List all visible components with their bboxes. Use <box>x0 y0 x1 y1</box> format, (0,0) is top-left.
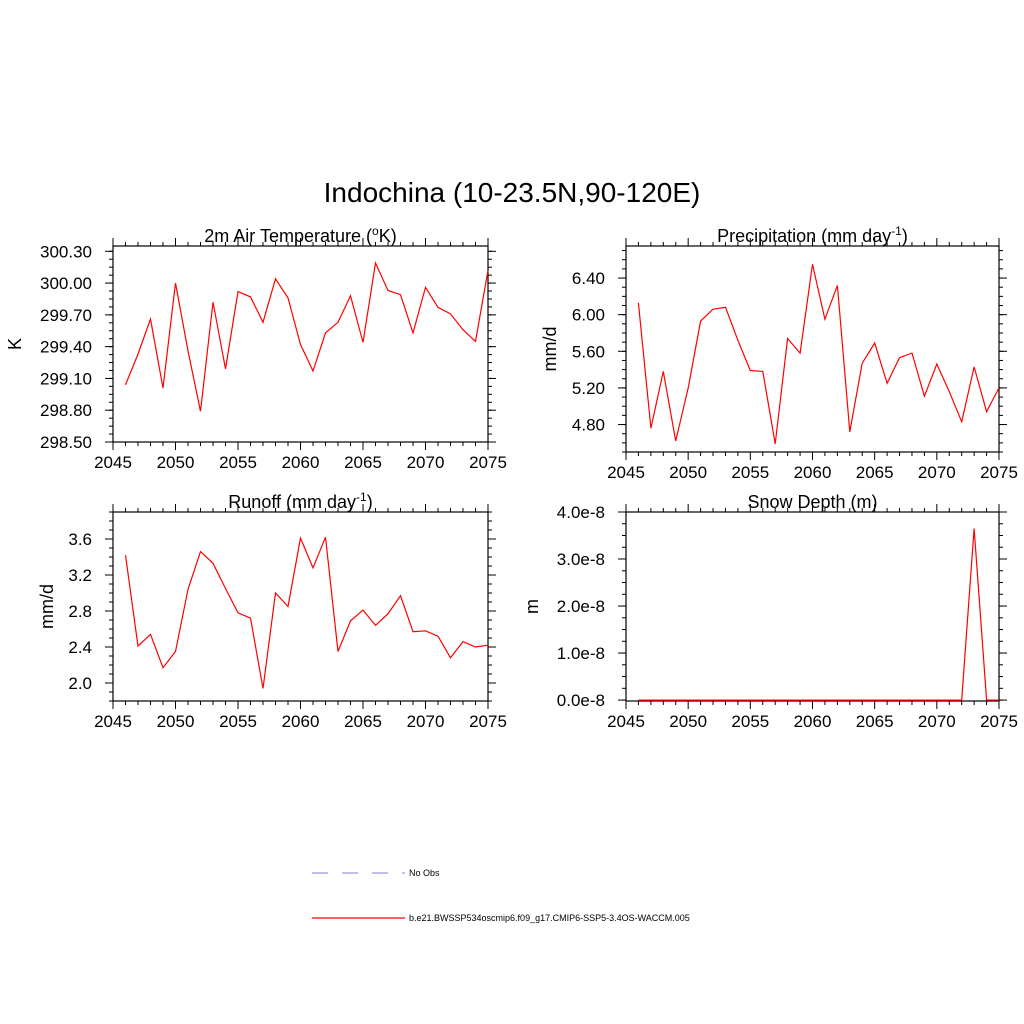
panel-title-superscript: -1 <box>356 490 367 504</box>
y-tick-label: 300.00 <box>40 274 92 293</box>
x-tick-label: 2045 <box>94 712 132 731</box>
y-tick-label: 2.4 <box>68 638 92 657</box>
y-tick-label: 6.00 <box>572 306 605 325</box>
series-line-1 <box>638 528 999 701</box>
legend-label-2: b.e21.BWSSP534oscmip6.f09_g17.CMIP6-SSP5… <box>409 913 690 923</box>
x-tick-label: 2045 <box>94 453 132 472</box>
y-axis-label: m <box>522 599 542 614</box>
panel-title: Precipitation (mm day-1) <box>717 224 908 246</box>
y-tick-label: 5.20 <box>572 379 605 398</box>
x-tick-label: 2060 <box>794 712 832 731</box>
x-tick-label: 2075 <box>469 453 507 472</box>
x-tick-label: 2075 <box>980 463 1018 482</box>
chart-panel-2: Precipitation (mm day-1) mm/d 2045 2050 2055… <box>540 224 1018 482</box>
panel-title-superscript: o <box>372 224 379 238</box>
x-tick-label: 2055 <box>731 712 769 731</box>
panel-title-tail: ) <box>902 226 908 246</box>
y-tick-label: 6.40 <box>572 269 605 288</box>
panel-title-superscript: -1 <box>891 224 902 238</box>
y-axis-label: mm/d <box>540 327 560 372</box>
y-tick-label: 300.30 <box>40 242 92 261</box>
x-tick-label: 2050 <box>669 463 707 482</box>
y-tick-label: 5.60 <box>572 342 605 361</box>
x-tick-label: 2055 <box>219 712 257 731</box>
y-tick-label: 2.8 <box>68 602 92 621</box>
x-tick-label: 2075 <box>980 712 1018 731</box>
chart-panel-3: Runoff (mm day-1) mm/d 2045 2050 2055 2060 206… <box>37 490 507 731</box>
series-line-1 <box>124 260 489 412</box>
panel-title-text: Runoff (mm day <box>228 492 356 512</box>
y-tick-label: 2.0e-8 <box>557 597 605 616</box>
y-tick-label: 3.6 <box>68 530 92 549</box>
x-tick-label: 2050 <box>157 453 195 472</box>
x-tick-label: 2060 <box>794 463 832 482</box>
figure-title: Indochina (10-23.5N,90-120E) <box>324 177 701 208</box>
x-tick-label: 2070 <box>407 712 445 731</box>
x-tick-label: 2055 <box>219 453 257 472</box>
legend-label-1: No Obs <box>409 868 440 878</box>
panel-title-text: Precipitation (mm day <box>717 226 891 246</box>
panel-title: 2m Air Temperature (oK) <box>204 224 396 246</box>
series-line-1 <box>637 264 1000 444</box>
x-tick-label: 2050 <box>669 712 707 731</box>
y-tick-label: 299.40 <box>40 338 92 357</box>
chart-panel-4: Snow Depth (m) m 2045 2050 2055 2060 2065 2070 2… <box>522 492 1018 731</box>
y-tick-label: 3.2 <box>68 566 92 585</box>
x-tick-label: 2060 <box>282 712 320 731</box>
y-axis-label: K <box>5 338 25 350</box>
y-tick-label: 1.0e-8 <box>557 644 605 663</box>
x-tick-label: 2065 <box>344 712 382 731</box>
x-tick-label: 2060 <box>282 453 320 472</box>
series-line-1 <box>124 536 489 689</box>
y-tick-label: 2.0 <box>68 674 92 693</box>
panel-title-tail: ) <box>367 492 373 512</box>
panel-title: Runoff (mm day-1) <box>228 490 372 512</box>
x-tick-label: 2075 <box>469 712 507 731</box>
plot-frame <box>625 511 1000 702</box>
x-tick-label: 2065 <box>856 463 894 482</box>
panel-title: Snow Depth (m) <box>747 492 877 512</box>
x-tick-label: 2070 <box>918 463 956 482</box>
plot-frame <box>625 245 1000 453</box>
panels: 2m Air Temperature (oK) K 2045 2050 2055 2060… <box>5 224 1018 731</box>
legend: No Obs b.e21.BWSSP534oscmip6.f09_g17.CMIP… <box>312 868 690 923</box>
chart-panel-1: 2m Air Temperature (oK) K 2045 2050 2055 2060… <box>5 224 507 472</box>
y-tick-label: 298.80 <box>40 401 92 420</box>
y-tick-label: 299.70 <box>40 306 92 325</box>
x-tick-label: 2065 <box>856 712 894 731</box>
y-tick-label: 4.80 <box>572 416 605 435</box>
x-tick-label: 2055 <box>731 463 769 482</box>
x-tick-label: 2045 <box>607 463 645 482</box>
x-tick-label: 2070 <box>918 712 956 731</box>
x-tick-label: 2070 <box>407 453 445 472</box>
y-tick-label: 299.10 <box>40 369 92 388</box>
x-tick-label: 2065 <box>344 453 382 472</box>
y-tick-label: 4.0e-8 <box>557 503 605 522</box>
panel-title-text: Snow Depth (m) <box>747 492 877 512</box>
y-tick-label: 298.50 <box>40 433 92 452</box>
y-tick-label: 0.0e-8 <box>557 691 605 710</box>
y-tick-label: 3.0e-8 <box>557 550 605 569</box>
x-tick-label: 2050 <box>157 712 195 731</box>
x-tick-label: 2045 <box>607 712 645 731</box>
y-axis-label: mm/d <box>37 584 57 629</box>
panel-title-tail: K) <box>379 226 397 246</box>
panel-title-text: 2m Air Temperature ( <box>204 226 372 246</box>
